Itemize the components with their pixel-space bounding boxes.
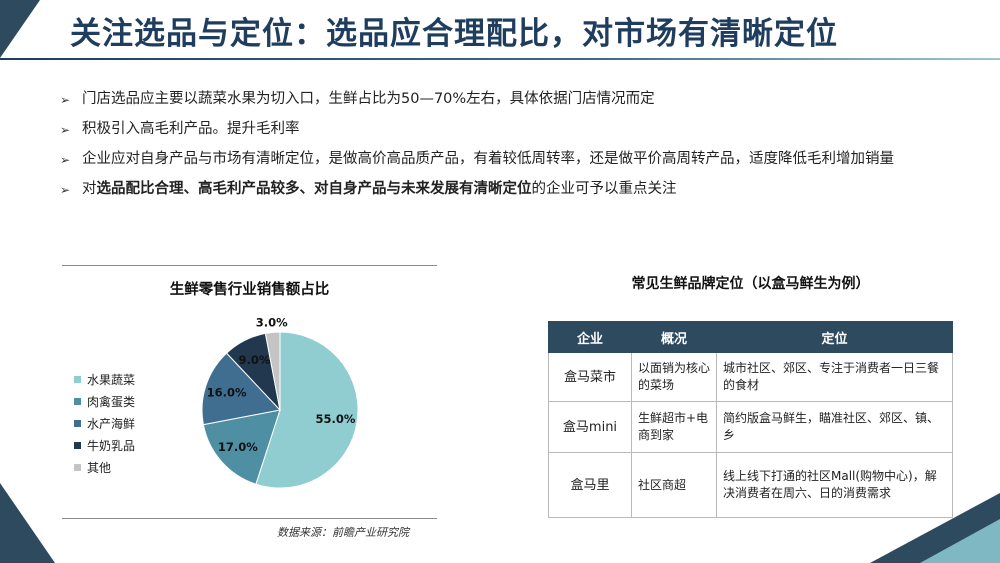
- legend-item: 水果蔬菜: [74, 368, 135, 390]
- legend-swatch: [74, 419, 81, 427]
- bullet-suffix: 的企业可予以重点关注: [531, 181, 677, 197]
- bullet-text: 积极引入高毛利产品。提升毛利率: [82, 121, 300, 137]
- brand-positioning-table: 企业 概况 定位 盒马菜市 以面销为核心的菜场 城市社区、郊区、专注于消费者一日…: [548, 321, 953, 518]
- cell-company: 盒马里: [548, 452, 632, 518]
- pie-slice: [255, 331, 359, 489]
- pie-data-label: 9.0%: [239, 353, 271, 367]
- table-row: 盒马菜市 以面销为核心的菜场 城市社区、郊区、专注于消费者一日三餐的食材: [548, 352, 953, 402]
- cell-company: 盒马mini: [548, 401, 632, 453]
- bullet-item: ➢ 对选品配比合理、高毛利产品较多、对自身产品与未来发展有清晰定位的企业可予以重…: [60, 178, 960, 201]
- legend-swatch: [74, 441, 81, 449]
- cell-overview: 以面销为核心的菜场: [631, 352, 717, 402]
- page-title: 关注选品与定位：选品应合理配比，对市场有清晰定位: [70, 16, 838, 52]
- corner-decoration-left: [0, 483, 55, 563]
- data-source-note: 数据来源：前瞻产业研究院: [277, 526, 409, 539]
- legend-label: 水产海鲜: [87, 416, 136, 431]
- title-underline: [0, 58, 1000, 60]
- pie-data-label: 17.0%: [218, 440, 258, 454]
- chart-top-rule: [62, 265, 437, 266]
- bullet-item: ➢ 企业应对自身产品与市场有清晰定位，是做高价高品质产品，有着较低周转率，还是做…: [60, 148, 960, 171]
- legend-label: 其他: [87, 460, 112, 475]
- column-header-overview: 概况: [631, 321, 717, 353]
- cell-overview: 社区商超: [631, 452, 717, 518]
- table-title: 常见生鲜品牌定位（以盒马鲜生为例）: [631, 276, 870, 292]
- table-row: 盒马mini 生鲜超市+电商到家 简约版盒马鲜生，瞄准社区、郊区、镇、乡: [548, 401, 953, 453]
- bullet-text: 门店选品应主要以蔬菜水果为切入口，生鲜占比为50—70%左右，具体依据门店情况而…: [82, 91, 655, 107]
- chart-legend: 水果蔬菜 肉禽蛋类 水产海鲜 牛奶乳品 其他: [74, 368, 135, 478]
- legend-item: 牛奶乳品: [74, 434, 135, 456]
- legend-swatch: [74, 397, 81, 405]
- chart-title: 生鲜零售行业销售额占比: [169, 282, 330, 298]
- arrow-icon: ➢: [60, 183, 71, 197]
- legend-label: 牛奶乳品: [87, 438, 136, 453]
- bullet-bold-text: 选品配比合理、高毛利产品较多、对自身产品与未来发展有清晰定位: [96, 181, 532, 197]
- column-header-positioning: 定位: [716, 321, 953, 353]
- table-row: 盒马里 社区商超 线上线下打通的社区Mall(购物中心)，解决消费者在周六、日的…: [548, 452, 953, 518]
- arrow-icon: ➢: [60, 123, 71, 137]
- cell-overview: 生鲜超市+电商到家: [631, 401, 717, 453]
- title-corner-decoration: [0, 0, 40, 58]
- table-header-row: 企业 概况 定位: [548, 321, 953, 353]
- pie-chart: 55.0% 17.0% 16.0% 9.0% 3.0%: [201, 315, 359, 489]
- legend-label: 水果蔬菜: [87, 372, 136, 387]
- bullet-item: ➢ 门店选品应主要以蔬菜水果为切入口，生鲜占比为50—70%左右，具体依据门店情…: [60, 88, 960, 111]
- legend-item: 其他: [74, 456, 135, 478]
- bullet-text: 企业应对自身产品与市场有清晰定位，是做高价高品质产品，有着较低周转率，还是做平价…: [82, 151, 894, 167]
- bullet-item: ➢ 积极引入高毛利产品。提升毛利率: [60, 118, 960, 141]
- chart-bottom-rule: [62, 518, 437, 519]
- pie-data-label: 55.0%: [316, 412, 356, 426]
- corner-decoration-right-accent: [920, 519, 1000, 563]
- cell-company: 盒马菜市: [548, 352, 632, 402]
- legend-label: 肉禽蛋类: [87, 394, 136, 409]
- legend-swatch: [74, 463, 81, 471]
- legend-swatch: [74, 375, 81, 383]
- bullet-prefix: 对: [82, 181, 97, 197]
- column-header-company: 企业: [548, 321, 632, 353]
- pie-data-label: 16.0%: [207, 386, 247, 400]
- pie-slice: [202, 409, 281, 485]
- cell-positioning: 城市社区、郊区、专注于消费者一日三餐的食材: [716, 352, 953, 402]
- arrow-icon: ➢: [60, 153, 71, 167]
- bullet-list: ➢ 门店选品应主要以蔬菜水果为切入口，生鲜占比为50—70%左右，具体依据门店情…: [60, 88, 960, 208]
- pie-data-label: 3.0%: [256, 315, 288, 329]
- pie-slice: [201, 352, 281, 426]
- title-bar: 关注选品与定位：选品应合理配比，对市场有清晰定位: [0, 0, 1000, 62]
- bullet-text: 对选品配比合理、高毛利产品较多、对自身产品与未来发展有清晰定位的企业可予以重点关…: [82, 178, 677, 201]
- legend-item: 肉禽蛋类: [74, 390, 135, 412]
- arrow-icon: ➢: [60, 93, 71, 107]
- pie-slice: [264, 331, 281, 411]
- legend-item: 水产海鲜: [74, 412, 135, 434]
- cell-positioning: 简约版盒马鲜生，瞄准社区、郊区、镇、乡: [716, 401, 953, 453]
